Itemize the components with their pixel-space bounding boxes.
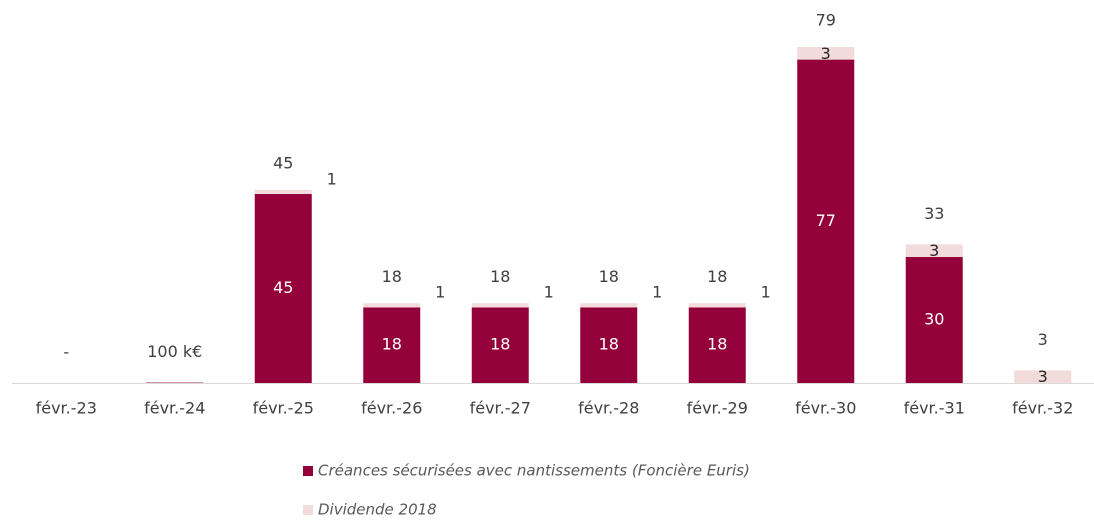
bar-segment: [689, 303, 746, 307]
segment-label: 30: [924, 310, 944, 329]
total-label: 18: [599, 267, 619, 286]
total-label: 45: [273, 154, 293, 173]
x-tick-label: févr.-31: [904, 399, 965, 418]
legend-label: Créances sécurisées avec nantissements (…: [318, 462, 750, 480]
x-tick-label: févr.-30: [795, 399, 856, 418]
total-label: 18: [707, 267, 727, 286]
segment-label: 3: [929, 241, 939, 260]
segment-label: 77: [816, 211, 836, 230]
x-tick-label: févr.-23: [36, 399, 97, 418]
total-label: 3: [1038, 330, 1048, 349]
x-tick-label: févr.-26: [361, 399, 422, 418]
x-tick-label: févr.-25: [253, 399, 314, 418]
segment-label: 1: [652, 283, 662, 302]
x-tick-label: févr.-32: [1012, 399, 1073, 418]
total-label: 79: [816, 11, 836, 30]
segment-label: 18: [382, 335, 402, 354]
x-tick-label: févr.-29: [687, 399, 748, 418]
segment-label: 18: [490, 335, 510, 354]
legend-swatch: [303, 505, 313, 515]
total-label: -: [63, 343, 69, 362]
total-label: 100 k€: [147, 342, 202, 361]
segment-label: 3: [1038, 367, 1048, 386]
total-label: 18: [490, 267, 510, 286]
x-tick-label: févr.-27: [470, 399, 531, 418]
legend-label: Dividende 2018: [318, 501, 437, 519]
x-tick-label: févr.-24: [144, 399, 205, 418]
segment-label: 1: [761, 283, 771, 302]
total-label: 33: [924, 204, 944, 223]
total-label: 18: [382, 267, 402, 286]
segment-label: 1: [327, 169, 337, 188]
bar-segment: [472, 303, 529, 307]
segment-label: 1: [544, 283, 554, 302]
bar-segment: [580, 303, 637, 307]
segment-label: 18: [599, 335, 619, 354]
bar-segment: [255, 190, 312, 194]
legend-swatch: [303, 466, 313, 476]
bar-segment: [363, 303, 420, 307]
segment-label: 45: [273, 278, 293, 297]
x-tick-label: févr.-28: [578, 399, 639, 418]
segment-label: 1: [435, 283, 445, 302]
segment-label: 18: [707, 335, 727, 354]
segment-label: 3: [821, 44, 831, 63]
